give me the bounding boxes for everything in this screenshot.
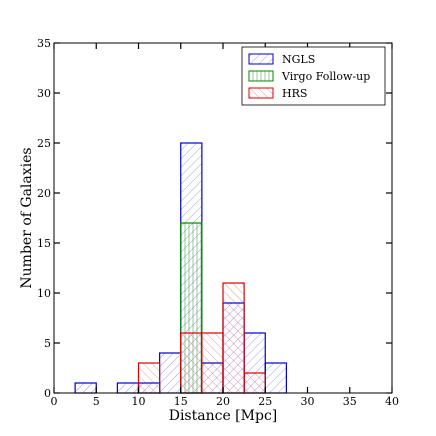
y-tick-label: 30 bbox=[37, 87, 51, 100]
x-tick-label: 10 bbox=[132, 395, 146, 408]
y-tick-label: 20 bbox=[37, 187, 51, 200]
x-tick-label: 5 bbox=[93, 395, 100, 408]
x-tick-label: 20 bbox=[216, 395, 230, 408]
bar-ngls-0 bbox=[74, 382, 97, 394]
legend-label-ngls: NGLS bbox=[282, 53, 315, 66]
x-tick-label: 0 bbox=[51, 395, 58, 408]
plot-frame bbox=[53, 42, 393, 394]
y-tick-label: 10 bbox=[37, 287, 51, 300]
y-axis-label: Number of Galaxies bbox=[19, 147, 35, 288]
legend-label-hrs: HRS bbox=[282, 87, 307, 100]
x-tick-label: 30 bbox=[301, 395, 315, 408]
x-tick-label: 35 bbox=[343, 395, 357, 408]
y-tick-label: 5 bbox=[44, 337, 51, 350]
y-tick-label: 0 bbox=[44, 387, 51, 400]
bars-layer bbox=[74, 142, 287, 394]
legend: NGLS Virgo Follow-up HRS bbox=[241, 46, 386, 106]
x-tick-label: 25 bbox=[258, 395, 272, 408]
bar-ngls-1 bbox=[116, 382, 140, 394]
bar-hrs-1 bbox=[180, 332, 203, 394]
bar-ngls-3 bbox=[159, 352, 182, 394]
y-tick-label: 35 bbox=[37, 37, 51, 50]
legend-swatch-virgo bbox=[248, 70, 274, 82]
bar-hrs-2 bbox=[201, 332, 224, 394]
legend-label-virgo: Virgo Follow-up bbox=[281, 70, 370, 83]
legend-swatch-ngls bbox=[248, 53, 274, 65]
x-tick-label: 15 bbox=[174, 395, 188, 408]
bar-hrs-0 bbox=[137, 362, 161, 394]
bar-ngls-8 bbox=[264, 362, 287, 394]
x-tick-label: 40 bbox=[385, 395, 399, 408]
tick-labels-layer: 0 5 10 15 20 25 30 35 40 0 5 10 15 20 25 30 35 bbox=[37, 37, 399, 408]
bar-hrs-3 bbox=[222, 282, 245, 394]
bar-hrs-4 bbox=[243, 372, 266, 394]
legend-swatch-hrs bbox=[248, 87, 274, 99]
x-axis-label: Distance [Mpc] bbox=[169, 408, 278, 424]
y-tick-label: 15 bbox=[37, 237, 51, 250]
y-tick-label: 25 bbox=[37, 137, 51, 150]
